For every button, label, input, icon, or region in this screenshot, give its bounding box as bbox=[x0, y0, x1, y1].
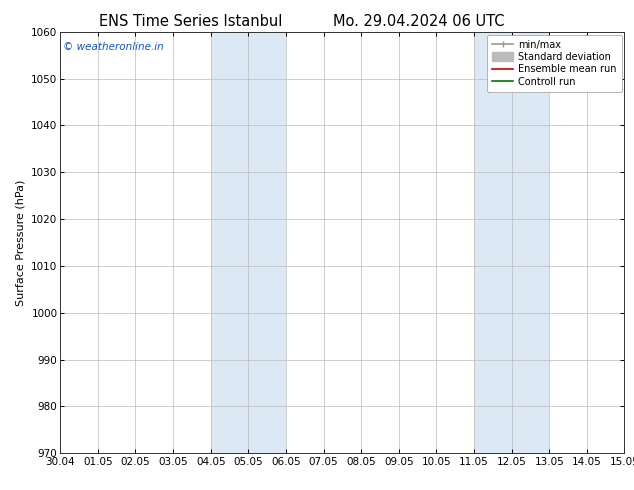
Text: © weatheronline.in: © weatheronline.in bbox=[63, 43, 164, 52]
Y-axis label: Surface Pressure (hPa): Surface Pressure (hPa) bbox=[16, 179, 25, 306]
Bar bbox=[210, 32, 286, 453]
Legend: min/max, Standard deviation, Ensemble mean run, Controll run: min/max, Standard deviation, Ensemble me… bbox=[487, 35, 621, 92]
Text: Mo. 29.04.2024 06 UTC: Mo. 29.04.2024 06 UTC bbox=[333, 14, 504, 29]
Bar bbox=[474, 32, 549, 453]
Text: ENS Time Series Istanbul: ENS Time Series Istanbul bbox=[98, 14, 282, 29]
